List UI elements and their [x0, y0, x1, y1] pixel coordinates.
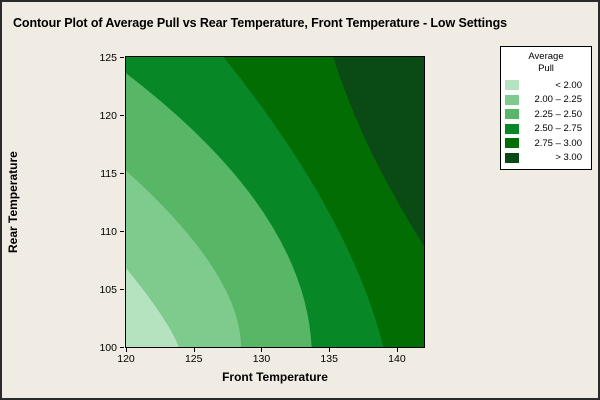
legend-swatch	[505, 123, 519, 134]
y-tick-mark	[120, 347, 124, 348]
legend-range-label: 2.75 – 3.00	[534, 137, 582, 149]
legend-range-label: 2.50 – 2.75	[534, 123, 582, 135]
y-tick-mark	[120, 231, 124, 232]
legend-entry: 2.00 – 2.25	[501, 93, 591, 108]
legend-entries: < 2.00 2.00 – 2.25 2.25 – 2.50 2.50 – 2.75 2…	[501, 78, 591, 165]
y-tick-mark	[120, 173, 124, 174]
legend-swatch	[505, 109, 519, 120]
legend-range-label: < 2.00	[555, 79, 582, 91]
y-tick-label: 120	[99, 109, 117, 122]
y-tick-mark	[120, 57, 124, 58]
contour-plot-area	[125, 56, 425, 348]
contour-bands-canvas	[126, 57, 424, 347]
legend-title-line1: Average	[528, 51, 564, 62]
chart-title: Contour Plot of Average Pull vs Rear Tem…	[13, 16, 507, 30]
y-tick-label: 105	[99, 283, 117, 296]
y-tick-label: 110	[100, 225, 117, 238]
x-tick-mark	[193, 348, 195, 352]
legend-swatch	[505, 94, 519, 105]
legend-range-label: 2.00 – 2.25	[534, 94, 582, 106]
y-tick-mark	[120, 289, 124, 290]
y-tick-label: 100	[99, 341, 117, 354]
x-tick-label: 135	[320, 353, 338, 365]
legend-swatch	[505, 138, 519, 149]
x-axis-label: Front Temperature	[222, 370, 328, 384]
legend-entry: 2.75 – 3.00	[501, 136, 591, 151]
legend-swatch	[505, 152, 519, 163]
legend-entry: 2.50 – 2.75	[501, 122, 591, 137]
x-tick-mark	[126, 348, 127, 352]
y-tick-label: 125	[99, 51, 117, 64]
legend-entry: > 3.00	[501, 151, 591, 166]
y-tick-mark	[120, 115, 124, 116]
contour-band-5	[333, 57, 424, 247]
x-tick-label: 130	[252, 353, 271, 365]
legend-title-line2: Pull	[538, 63, 554, 74]
legend-range-label: > 3.00	[555, 152, 582, 164]
x-tick-label: 125	[184, 353, 203, 365]
y-axis-label: Rear Temperature	[6, 151, 20, 253]
y-tick-label: 115	[100, 167, 117, 180]
legend-box: Average Pull < 2.00 2.00 – 2.25 2.25 – 2.5…	[500, 46, 592, 170]
x-tick-mark	[329, 348, 331, 352]
x-tick-label: 120	[117, 353, 135, 365]
legend-entry: < 2.00	[501, 78, 591, 93]
legend-range-label: 2.25 – 2.50	[534, 108, 582, 120]
legend-swatch	[505, 80, 519, 91]
legend-entry: 2.25 – 2.50	[501, 107, 591, 122]
x-tick-mark	[261, 348, 263, 352]
x-tick-mark	[396, 348, 398, 352]
x-tick-label: 140	[388, 353, 406, 365]
